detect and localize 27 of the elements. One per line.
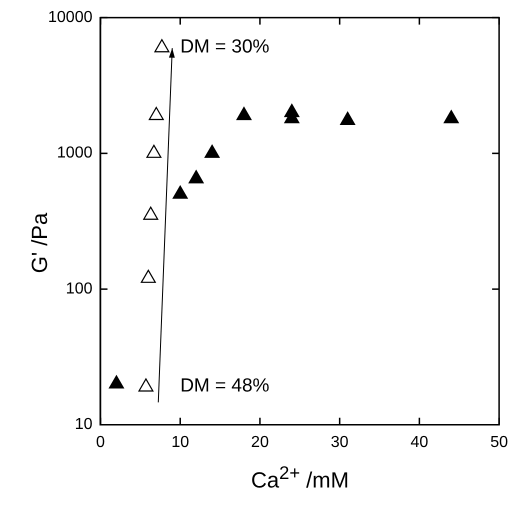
y-tick-label: 100 (66, 280, 93, 298)
annotation: DM = 30% (180, 36, 270, 58)
point (172, 186, 188, 199)
point (138, 378, 154, 392)
point (108, 375, 124, 389)
y-tick-label: 10000 (48, 9, 93, 26)
point (146, 144, 162, 158)
point (204, 144, 220, 158)
point (188, 170, 204, 184)
y-axis-title: G' /Pa (27, 212, 53, 276)
x-tick-label: 30 (330, 434, 349, 451)
y-tick-label: 10 (74, 416, 93, 434)
x-tick-label: 0 (96, 434, 106, 451)
point (143, 206, 158, 220)
x-axis-title: Ca$^{2+}$ /mM (250, 462, 350, 494)
y-tick-label: 1000 (56, 144, 93, 162)
point (340, 112, 356, 125)
x-tick-label: 10 (171, 434, 190, 451)
point (154, 39, 170, 52)
annotation: DM = 48% (180, 375, 270, 396)
x-tick-label: 20 (251, 434, 269, 451)
point (444, 110, 459, 124)
x-tick-label: 40 (410, 434, 428, 451)
x-tick-label: 50 (490, 434, 508, 451)
point (236, 106, 252, 120)
point (140, 270, 156, 283)
point (148, 106, 164, 120)
